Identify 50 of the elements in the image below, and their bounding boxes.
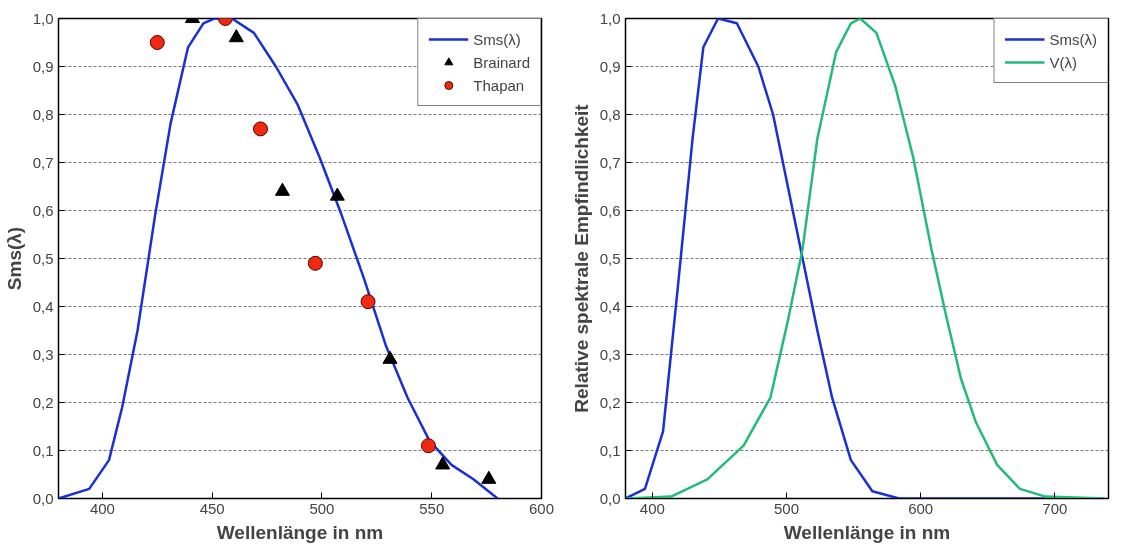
y-axis-title: Relative spektrale Empfindlichkeit: [570, 103, 592, 413]
y-axis-title: Sms(λ): [3, 226, 25, 291]
y-tick-label: 0,2: [32, 393, 54, 411]
y-tick-label: 0,4: [599, 297, 621, 315]
y-tick-label: 0,8: [599, 105, 621, 123]
x-tick-label: 400: [639, 499, 665, 517]
point: [435, 456, 451, 470]
legend-label: Sms(λ): [473, 30, 521, 48]
x-axis-title: Wellenlänge in nm: [216, 521, 384, 543]
line-series: [625, 18, 1106, 499]
y-tick-label: 0,7: [599, 153, 621, 171]
y-tick-label: 0,6: [599, 201, 621, 219]
x-tick-label: 450: [199, 499, 225, 517]
y-tick-label: 0,9: [32, 57, 54, 75]
x-tick-label: 600: [528, 499, 555, 517]
x-tick-label: 500: [773, 499, 800, 517]
y-tick-label: 0,3: [32, 345, 54, 363]
legend-label: Brainard: [473, 53, 530, 71]
point: [252, 121, 268, 137]
y-tick-label: 0,1: [32, 441, 54, 459]
y-tick-label: 0,2: [599, 393, 621, 411]
y-tick-label: 1,0: [599, 9, 621, 27]
y-tick-label: 1,0: [32, 9, 54, 27]
x-tick-label: 600: [908, 499, 934, 517]
y-tick-label: 0,8: [32, 105, 54, 123]
y-tick-label: 0,1: [599, 441, 621, 459]
point: [329, 187, 345, 201]
y-tick-label: 0,3: [599, 345, 621, 363]
legend-label: Thapan: [473, 76, 525, 94]
y-tick-label: 0,9: [599, 57, 621, 75]
point: [481, 470, 497, 484]
legend-label: V(λ): [1049, 53, 1077, 71]
point: [274, 182, 290, 196]
point: [382, 350, 398, 364]
x-axis-title: Wellenlänge in nm: [783, 521, 951, 543]
y-tick-label: 0,5: [599, 249, 621, 267]
y-tick-label: 0,7: [32, 153, 54, 171]
y-tick-label: 0,4: [32, 297, 54, 315]
point: [307, 255, 323, 271]
x-tick-label: 400: [89, 499, 115, 517]
legend-label: Sms(λ): [1049, 30, 1097, 48]
point: [149, 35, 165, 50]
y-tick-label: 0,6: [32, 201, 54, 219]
y-tick-label: 0,0: [32, 489, 54, 507]
x-tick-label: 550: [419, 499, 445, 517]
y-tick-label: 0,0: [599, 489, 621, 507]
point: [360, 294, 376, 310]
x-tick-label: 500: [309, 499, 335, 517]
y-tick-label: 0,5: [32, 249, 54, 267]
x-tick-label: 700: [1042, 499, 1068, 517]
